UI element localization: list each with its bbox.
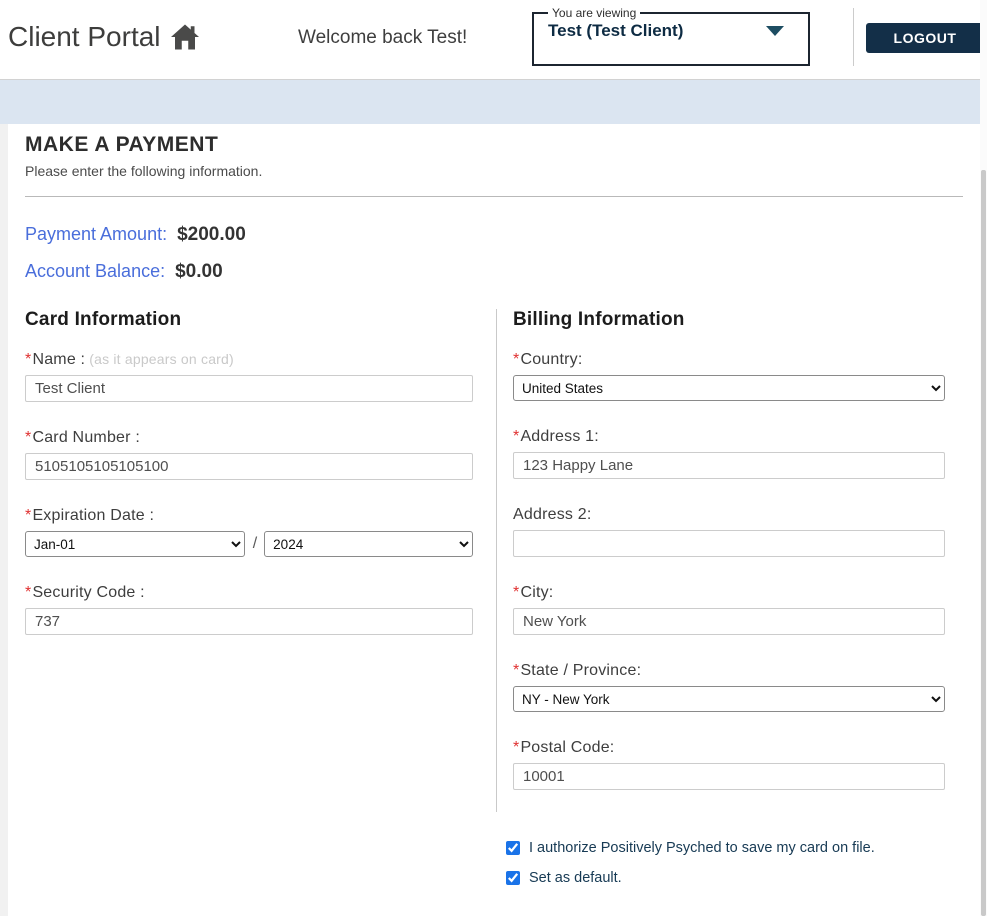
authorize-card-row[interactable]: I authorize Positively Psyched to save m…	[506, 840, 945, 856]
viewing-label: You are viewing	[552, 6, 637, 20]
consent-section: I authorize Positively Psyched to save m…	[506, 840, 945, 886]
expiration-row: Jan-01 / 2024	[25, 531, 473, 557]
authorize-card-checkbox[interactable]	[506, 841, 520, 855]
postal-label-text: Postal Code:	[520, 739, 615, 756]
name-label-text: Name :	[32, 351, 86, 368]
brand: Client Portal	[8, 21, 200, 53]
card-number-label: *Card Number :	[25, 429, 473, 447]
required-marker: *	[513, 351, 520, 368]
required-marker: *	[513, 739, 520, 756]
required-marker: *	[513, 428, 520, 445]
postal-code-input[interactable]	[513, 763, 945, 790]
billing-information-section: Billing Information *Country: United Sta…	[496, 309, 945, 812]
page-title: MAKE A PAYMENT	[25, 133, 219, 156]
address1-input[interactable]	[513, 452, 945, 479]
country-label-text: Country:	[520, 351, 583, 368]
city-field-group: *City:	[513, 584, 945, 635]
header-accent-band	[0, 80, 980, 124]
address1-label-text: Address 1:	[520, 428, 599, 445]
state-field-group: *State / Province: NY - New York	[513, 662, 945, 712]
country-label: *Country:	[513, 351, 945, 369]
security-code-label-text: Security Code :	[32, 584, 145, 601]
address2-label: Address 2:	[513, 506, 945, 524]
welcome-message: Welcome back Test!	[298, 27, 468, 48]
account-balance-label: Account Balance:	[25, 261, 166, 281]
card-number-label-text: Card Number :	[32, 429, 140, 446]
required-marker: *	[513, 584, 520, 601]
city-input[interactable]	[513, 608, 945, 635]
state-label: *State / Province:	[513, 662, 945, 680]
required-marker: *	[513, 662, 520, 679]
address1-label: *Address 1:	[513, 428, 945, 446]
address1-field-group: *Address 1:	[513, 428, 945, 479]
country-select[interactable]: United States	[513, 375, 945, 401]
name-label: *Name : (as it appears on card)	[25, 351, 473, 369]
brand-title: Client Portal	[8, 21, 161, 52]
postal-label: *Postal Code:	[513, 739, 945, 757]
country-field-group: *Country: United States	[513, 351, 945, 401]
security-code-label: *Security Code :	[25, 584, 473, 602]
page-subtitle: Please enter the following information.	[25, 163, 263, 179]
scrollbar-track[interactable]	[980, 0, 987, 916]
expiration-year-select[interactable]: 2024	[264, 531, 473, 557]
make-a-payment-panel: MAKE A PAYMENT Please enter the followin…	[8, 124, 980, 916]
scrollbar-thumb[interactable]	[981, 170, 986, 916]
card-information-section: Card Information *Name : (as it appears o…	[25, 309, 473, 812]
payment-amount-line: Payment Amount: $200.00	[25, 224, 945, 246]
state-select[interactable]: NY - New York	[513, 686, 945, 712]
name-hint: (as it appears on card)	[89, 351, 234, 367]
title-divider	[25, 196, 963, 197]
security-code-field-group: *Security Code :	[25, 584, 473, 635]
payment-form: Card Information *Name : (as it appears o…	[25, 309, 945, 812]
name-field-group: *Name : (as it appears on card)	[25, 351, 473, 402]
security-code-input[interactable]	[25, 608, 473, 635]
set-default-label: Set as default.	[529, 870, 622, 886]
expiration-label-text: Expiration Date :	[32, 507, 155, 524]
billing-information-heading: Billing Information	[513, 309, 685, 330]
authorize-card-label: I authorize Positively Psyched to save m…	[529, 840, 875, 856]
card-number-field-group: *Card Number :	[25, 429, 473, 480]
state-label-text: State / Province:	[520, 662, 642, 679]
required-marker: *	[25, 584, 32, 601]
expiration-field-group: *Expiration Date : Jan-01 / 2024	[25, 507, 473, 557]
card-number-input[interactable]	[25, 453, 473, 480]
set-default-row[interactable]: Set as default.	[506, 870, 945, 886]
address2-field-group: Address 2:	[513, 506, 945, 557]
payment-amount-label: Payment Amount:	[25, 224, 168, 244]
header: Client Portal Welcome back Test! You are…	[0, 0, 987, 80]
home-icon[interactable]	[170, 23, 200, 51]
card-information-heading: Card Information	[25, 309, 182, 330]
expiration-separator: /	[252, 535, 258, 552]
chevron-down-icon	[766, 26, 784, 36]
required-marker: *	[25, 507, 32, 524]
cardholder-name-input[interactable]	[25, 375, 473, 402]
address2-input[interactable]	[513, 530, 945, 557]
expiration-month-select[interactable]: Jan-01	[25, 531, 245, 557]
viewing-dropdown[interactable]: Test (Test Client)	[546, 20, 796, 41]
required-marker: *	[25, 351, 32, 368]
required-marker: *	[25, 429, 32, 446]
city-label-text: City:	[520, 584, 554, 601]
viewing-value: Test (Test Client)	[548, 21, 684, 40]
header-divider	[853, 8, 854, 66]
city-label: *City:	[513, 584, 945, 602]
address2-label-text: Address 2:	[513, 506, 592, 523]
logout-button[interactable]: LOGOUT	[866, 23, 984, 53]
account-balance-value: $0.00	[175, 261, 223, 282]
payment-amount-value: $200.00	[177, 224, 246, 245]
set-default-checkbox[interactable]	[506, 871, 520, 885]
postal-field-group: *Postal Code:	[513, 739, 945, 790]
account-balance-line: Account Balance: $0.00	[25, 261, 945, 283]
expiration-label: *Expiration Date :	[25, 507, 473, 525]
viewing-selector[interactable]: You are viewing Test (Test Client)	[532, 6, 810, 66]
